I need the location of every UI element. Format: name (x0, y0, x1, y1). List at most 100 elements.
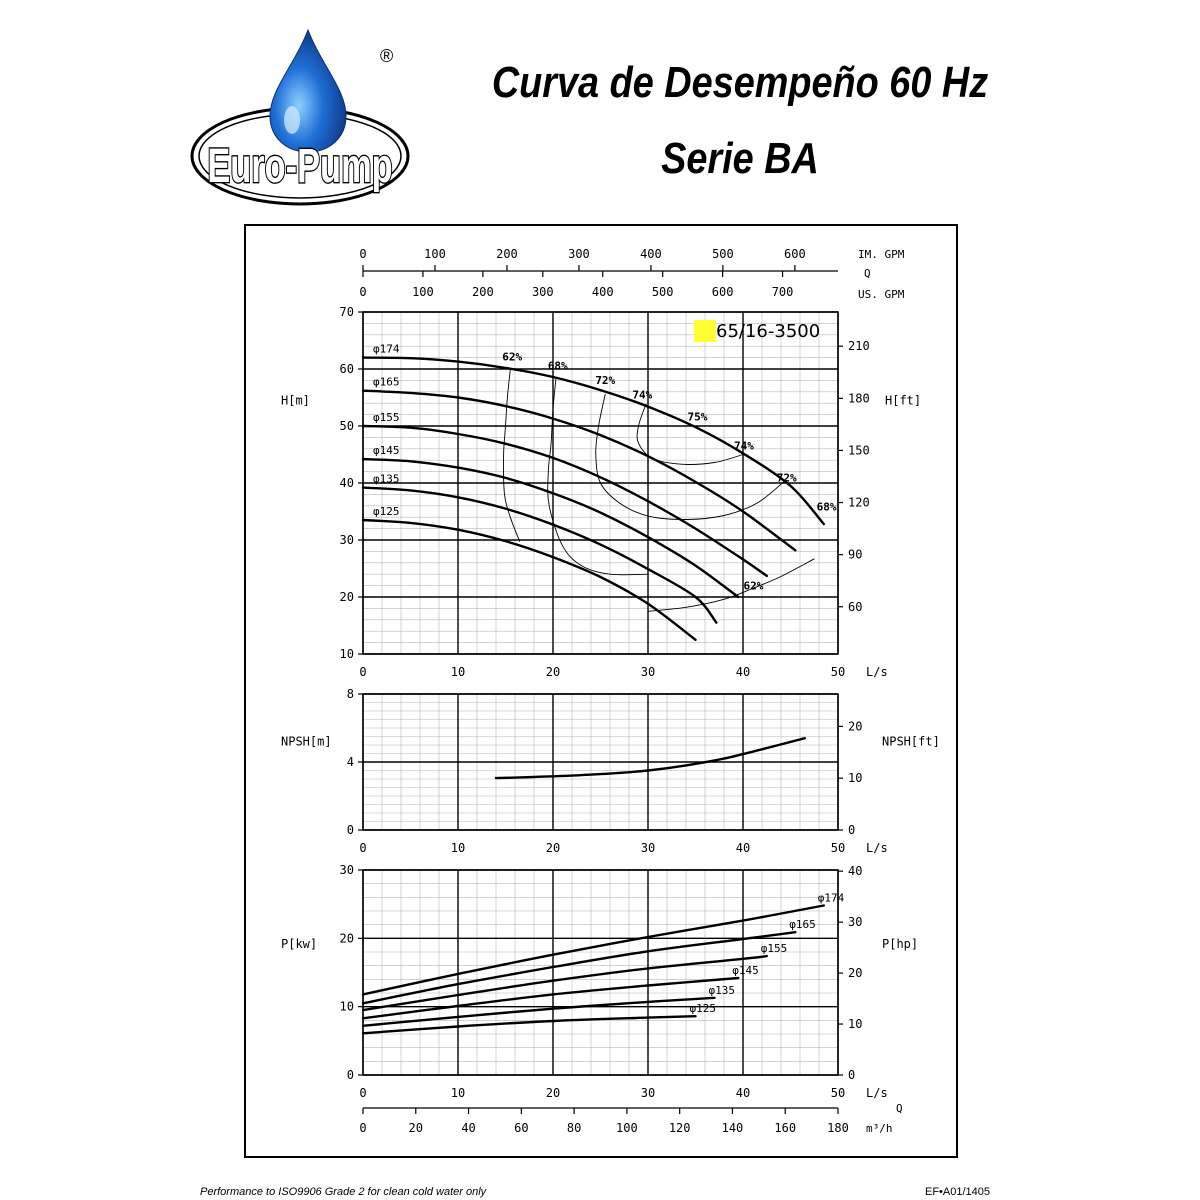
x-axis-label: L/s (866, 665, 888, 679)
efficiency-curve-1 (547, 378, 649, 576)
x-axis-label: L/s (866, 841, 888, 855)
diameter-label: φ174 (373, 343, 400, 356)
curve-power-2 (361, 954, 768, 1012)
efficiency-label: 62% (744, 580, 764, 593)
curve-head-1 (361, 389, 797, 552)
y2-axis-label: NPSH[ft] (882, 735, 940, 749)
diameter-label: φ135 (373, 473, 400, 486)
y-tick-label: 20 (340, 590, 354, 604)
y-tick-label: 60 (340, 362, 354, 376)
m3h-tick-label: 180 (827, 1121, 849, 1135)
m3h-tick-label: 60 (514, 1121, 528, 1135)
x-tick-label: 0 (359, 841, 366, 855)
efficiency-curve-2 (595, 394, 787, 520)
im-axis-label: IM. GPM (858, 248, 905, 261)
efficiency-label: 74% (734, 439, 754, 452)
x-tick-label: 40 (736, 841, 750, 855)
x-tick-label: 50 (831, 841, 845, 855)
us-tick-label: 600 (712, 285, 734, 299)
y2-tick-label: 210 (848, 339, 870, 353)
footer-note: Performance to ISO9906 Grade 2 for clean… (200, 1186, 487, 1198)
m3h-tick-label: 20 (409, 1121, 423, 1135)
y-tick-label: 0 (347, 1068, 354, 1082)
bottom-q-label: Q (896, 1102, 903, 1115)
y2-tick-label: 30 (848, 915, 862, 929)
m3h-tick-label: 140 (722, 1121, 744, 1135)
y-tick-label: 0 (347, 823, 354, 837)
y-axis-label: NPSH[m] (281, 735, 332, 749)
y-tick-label: 40 (340, 476, 354, 490)
curve-head-5 (361, 518, 697, 641)
efficiency-label: 75% (687, 410, 707, 423)
y2-tick-label: 0 (848, 1068, 855, 1082)
efficiency-label: 72% (777, 471, 797, 484)
efficiency-curve-4 (647, 558, 815, 612)
x-tick-label: 20 (546, 841, 560, 855)
x-tick-label: 10 (451, 841, 465, 855)
registered-mark: ® (380, 46, 393, 66)
us-tick-label: 200 (472, 285, 494, 299)
footer-code: EF•A01/1405 (925, 1186, 991, 1198)
curve-power-4 (361, 996, 716, 1027)
efficiency-label: 68% (548, 360, 568, 373)
efficiency-label: 68% (817, 500, 837, 513)
y-tick-label: 50 (340, 419, 354, 433)
power-diameter-label: φ135 (709, 984, 736, 997)
y-tick-label: 8 (347, 687, 354, 701)
x-tick-label: 20 (546, 665, 560, 679)
diameter-label: φ165 (373, 376, 400, 389)
us-tick-label: 700 (772, 285, 794, 299)
y2-tick-label: 180 (848, 391, 870, 405)
y-tick-label: 30 (340, 533, 354, 547)
y2-tick-label: 40 (848, 864, 862, 878)
im-tick-label: 400 (640, 247, 662, 261)
x-axis-label: L/s (866, 1086, 888, 1100)
y-tick-label: 4 (347, 755, 354, 769)
x-tick-label: 30 (641, 1086, 655, 1100)
m3h-tick-label: 100 (616, 1121, 638, 1135)
us-tick-label: 0 (359, 285, 366, 299)
power-diameter-label: φ165 (789, 918, 816, 931)
x-tick-label: 0 (359, 665, 366, 679)
model-label: 65/16-3500 (716, 321, 820, 342)
curve-power-3 (361, 976, 740, 1020)
us-tick-label: 400 (592, 285, 614, 299)
us-tick-label: 300 (532, 285, 554, 299)
curve-head-4 (361, 486, 718, 624)
x-tick-label: 20 (546, 1086, 560, 1100)
efficiency-curve-3 (636, 403, 744, 465)
m3h-tick-label: 40 (461, 1121, 475, 1135)
y2-tick-label: 120 (848, 496, 870, 510)
x-tick-label: 10 (451, 1086, 465, 1100)
y-tick-label: 10 (340, 1000, 354, 1014)
us-tick-label: 500 (652, 285, 674, 299)
x-tick-label: 40 (736, 1086, 750, 1100)
y2-tick-label: 90 (848, 548, 862, 562)
y2-tick-label: 20 (848, 719, 862, 733)
im-tick-label: 300 (568, 247, 590, 261)
x-tick-label: 40 (736, 665, 750, 679)
efficiency-label: 62% (502, 350, 522, 363)
top-q-label: Q (864, 267, 871, 280)
curve-power-0 (361, 904, 825, 996)
curve-head-2 (361, 424, 768, 578)
y2-tick-label: 150 (848, 443, 870, 457)
power-diameter-label: φ155 (761, 942, 788, 955)
m3h-tick-label: 80 (567, 1121, 581, 1135)
panel-frame (362, 869, 839, 1076)
x-tick-label: 10 (451, 665, 465, 679)
us-tick-label: 100 (412, 285, 434, 299)
chart-frame (244, 224, 958, 1158)
im-tick-label: 200 (496, 247, 518, 261)
x-tick-label: 30 (641, 665, 655, 679)
m3h-axis-label: m³/h (866, 1122, 893, 1135)
efficiency-curve-0 (503, 369, 521, 542)
power-diameter-label: φ174 (818, 892, 845, 905)
m3h-tick-label: 0 (359, 1121, 366, 1135)
diameter-label: φ145 (373, 444, 400, 457)
y-tick-label: 70 (340, 305, 354, 319)
diameter-label: φ155 (373, 411, 400, 424)
efficiency-label: 74% (632, 389, 652, 402)
x-tick-label: 0 (359, 1086, 366, 1100)
